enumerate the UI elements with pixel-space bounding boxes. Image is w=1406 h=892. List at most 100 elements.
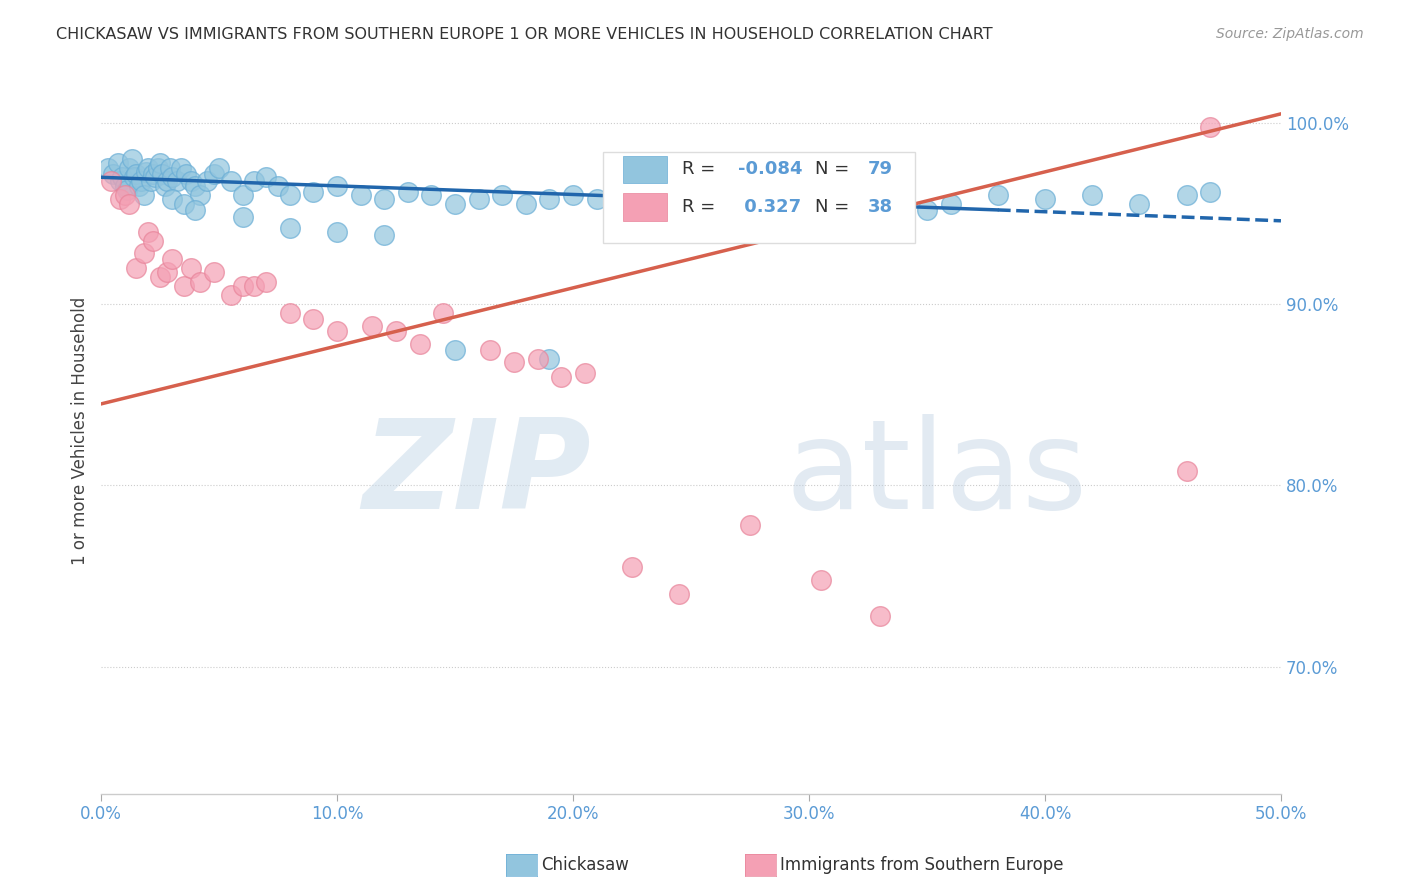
Text: -0.084: -0.084 bbox=[738, 161, 803, 178]
Point bbox=[132, 246, 155, 260]
Y-axis label: 1 or more Vehicles in Household: 1 or more Vehicles in Household bbox=[72, 297, 89, 566]
Point bbox=[166, 174, 188, 188]
Point bbox=[160, 252, 183, 266]
Point bbox=[432, 306, 454, 320]
Point bbox=[538, 192, 561, 206]
Point bbox=[121, 152, 143, 166]
Text: N =: N = bbox=[815, 161, 849, 178]
Point bbox=[350, 188, 373, 202]
Text: 0.327: 0.327 bbox=[738, 198, 801, 216]
Point bbox=[146, 161, 169, 176]
Text: 38: 38 bbox=[868, 198, 893, 216]
Point bbox=[232, 210, 254, 224]
Point bbox=[550, 369, 572, 384]
Text: R =: R = bbox=[682, 161, 714, 178]
Point bbox=[361, 318, 384, 333]
Point bbox=[503, 355, 526, 369]
Point bbox=[188, 276, 211, 290]
Point bbox=[188, 188, 211, 202]
Point bbox=[184, 179, 207, 194]
Point bbox=[893, 192, 915, 206]
Point bbox=[538, 351, 561, 366]
Point bbox=[633, 188, 655, 202]
Point bbox=[135, 165, 157, 179]
Point bbox=[243, 174, 266, 188]
Point bbox=[122, 170, 145, 185]
Point bbox=[444, 343, 467, 357]
Point bbox=[869, 609, 891, 624]
Point bbox=[129, 174, 152, 188]
Point bbox=[278, 306, 301, 320]
Point bbox=[1128, 197, 1150, 211]
Point bbox=[136, 161, 159, 176]
Point bbox=[195, 174, 218, 188]
Point bbox=[160, 170, 183, 185]
Point bbox=[845, 188, 868, 202]
Point bbox=[267, 179, 290, 194]
Point bbox=[232, 188, 254, 202]
Point bbox=[114, 179, 136, 194]
Point bbox=[278, 221, 301, 235]
Point bbox=[152, 167, 174, 181]
Point bbox=[254, 170, 277, 185]
Point bbox=[160, 192, 183, 206]
Point bbox=[1175, 188, 1198, 202]
Point bbox=[219, 288, 242, 302]
Point bbox=[118, 197, 141, 211]
Point bbox=[491, 188, 513, 202]
Point bbox=[114, 188, 136, 202]
Point bbox=[738, 518, 761, 533]
Point bbox=[108, 174, 131, 188]
Point bbox=[408, 337, 430, 351]
Point bbox=[125, 167, 148, 181]
Text: ZIP: ZIP bbox=[361, 414, 591, 535]
Point bbox=[302, 311, 325, 326]
Point bbox=[302, 185, 325, 199]
Point bbox=[159, 161, 181, 176]
Point bbox=[1199, 185, 1222, 199]
Point bbox=[173, 197, 195, 211]
Point bbox=[115, 183, 138, 197]
Text: Source: ZipAtlas.com: Source: ZipAtlas.com bbox=[1216, 27, 1364, 41]
Point bbox=[202, 167, 225, 181]
Point bbox=[170, 161, 193, 176]
Bar bbox=[623, 194, 668, 221]
Point bbox=[679, 202, 702, 217]
Text: CHICKASAW VS IMMIGRANTS FROM SOUTHERN EUROPE 1 OR MORE VEHICLES IN HOUSEHOLD COR: CHICKASAW VS IMMIGRANTS FROM SOUTHERN EU… bbox=[56, 27, 993, 42]
Point bbox=[396, 185, 419, 199]
Point bbox=[149, 156, 172, 170]
Point bbox=[153, 179, 176, 194]
Point bbox=[180, 260, 202, 275]
Point bbox=[97, 161, 120, 176]
Point bbox=[156, 174, 179, 188]
Point bbox=[118, 161, 141, 176]
Point bbox=[479, 343, 502, 357]
Point bbox=[657, 192, 679, 206]
Point bbox=[111, 170, 134, 185]
Point bbox=[751, 197, 773, 211]
Point bbox=[574, 366, 596, 380]
Point bbox=[373, 192, 395, 206]
Text: atlas: atlas bbox=[786, 414, 1087, 535]
Point bbox=[101, 167, 124, 181]
Point bbox=[132, 188, 155, 202]
Point bbox=[143, 170, 166, 185]
Point bbox=[184, 202, 207, 217]
Point bbox=[385, 325, 408, 339]
Point bbox=[1175, 464, 1198, 478]
Point bbox=[585, 192, 607, 206]
Point bbox=[326, 325, 349, 339]
Point bbox=[208, 161, 231, 176]
Point bbox=[219, 174, 242, 188]
Point bbox=[180, 174, 202, 188]
Text: N =: N = bbox=[815, 198, 849, 216]
Point bbox=[797, 192, 820, 206]
Point bbox=[1081, 188, 1104, 202]
Point bbox=[526, 351, 548, 366]
Point bbox=[128, 179, 150, 194]
Point bbox=[515, 197, 537, 211]
Point bbox=[108, 192, 131, 206]
Point bbox=[373, 228, 395, 243]
Point bbox=[810, 573, 832, 587]
Point bbox=[326, 225, 349, 239]
